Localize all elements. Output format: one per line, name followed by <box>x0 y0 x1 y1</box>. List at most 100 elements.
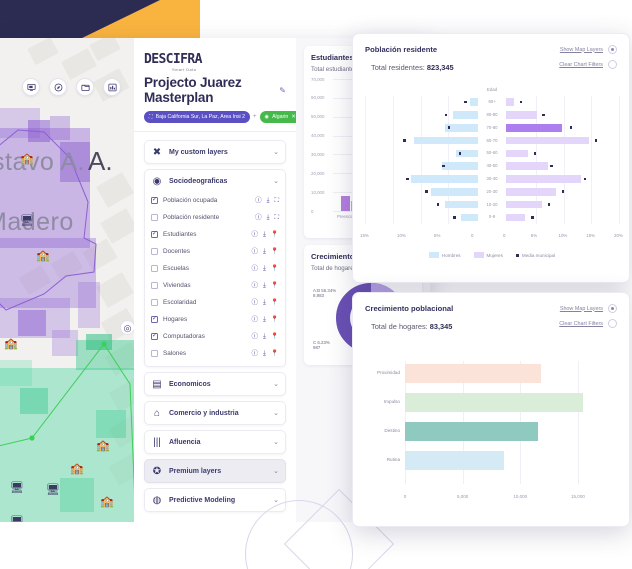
section-header[interactable]: ▤ Economicos ⌄ <box>145 373 285 395</box>
show-map-layers-action[interactable]: Show Map Layers <box>560 45 617 54</box>
download-icon[interactable]: ⤓ <box>263 248 266 255</box>
layer-checkbox[interactable] <box>151 248 158 255</box>
growth-row[interactable]: Impulso <box>384 390 601 419</box>
chevron-down-icon[interactable]: ⌄ <box>273 149 279 156</box>
bar-mujeres[interactable] <box>506 98 515 106</box>
pin-icon[interactable]: 📍 <box>270 248 279 255</box>
layer-row[interactable]: Escolaridad ⓘ ⤓ 📍 <box>151 294 279 311</box>
layer-checkbox[interactable] <box>151 331 158 340</box>
poi-computer-icon[interactable]: 🖥 <box>46 484 60 496</box>
bar-mujeres[interactable] <box>506 111 537 119</box>
chevron-down-icon[interactable]: ⌄ <box>273 410 279 417</box>
pin-icon[interactable]: 📍 <box>270 231 279 238</box>
bar[interactable] <box>405 393 583 412</box>
bar-mujeres[interactable] <box>506 162 548 170</box>
chevron-down-icon[interactable]: ⌄ <box>273 468 279 475</box>
chip-layer[interactable]: ◉ Algarin ✕ <box>259 111 296 123</box>
show-map-layers-toggle[interactable] <box>608 45 617 54</box>
poi-school-icon[interactable]: 🏫 <box>70 463 84 475</box>
bar-mujeres[interactable] <box>506 200 543 209</box>
layer-row[interactable]: Población ocupada ⓘ ⤓ ⛶ <box>151 192 279 209</box>
layer-row[interactable]: Escuelas ⓘ ⤓ 📍 <box>151 260 279 277</box>
layer-checkbox[interactable] <box>151 214 158 221</box>
layer-row[interactable]: Viviendas ⓘ ⤓ 📍 <box>151 277 279 294</box>
section-header[interactable]: ◉ Sociodeograficas ⌄ <box>145 170 285 192</box>
sidebar-section-predictive-modeling[interactable]: ◍ Predictive Modeling ⌄ <box>144 488 286 512</box>
download-icon[interactable]: ⤓ <box>266 197 270 204</box>
info-icon[interactable]: ⓘ <box>251 231 259 238</box>
pin-icon[interactable]: 📍 <box>270 333 279 340</box>
poi-school-icon[interactable]: 🏫 <box>96 440 110 452</box>
layer-checkbox[interactable] <box>151 299 158 306</box>
square-icon[interactable]: ⛶ <box>274 214 279 221</box>
pin-icon[interactable]: 📍 <box>270 350 279 357</box>
layer-checkbox[interactable] <box>151 350 158 357</box>
bar[interactable] <box>405 422 538 441</box>
pin-icon[interactable]: 📍 <box>270 299 279 306</box>
show-map-layers-action[interactable]: Show Map Layers <box>560 304 617 313</box>
legend-item-media-municipal[interactable]: Media municipal <box>515 253 555 258</box>
bar-hombres[interactable] <box>453 111 478 119</box>
growth-row[interactable]: Rutina <box>387 448 601 477</box>
pin-icon[interactable]: 📍 <box>270 265 279 272</box>
download-icon[interactable]: ⤓ <box>263 333 266 340</box>
section-header[interactable]: ◍ Predictive Modeling ⌄ <box>145 489 285 511</box>
layer-row[interactable]: Población residente ⓘ ⤓ ⛶ <box>151 209 279 226</box>
bar-hombres[interactable] <box>444 123 478 132</box>
folder-icon[interactable] <box>76 78 94 96</box>
bar-hombres[interactable] <box>441 162 478 170</box>
pencil-icon[interactable]: ✎ <box>279 85 286 95</box>
pyramid-row[interactable]: 40-50 <box>365 160 619 173</box>
bar-chart-icon[interactable] <box>103 78 121 96</box>
chevron-down-icon[interactable]: ⌄ <box>273 381 279 388</box>
close-icon[interactable]: ✕ <box>291 114 296 120</box>
info-icon[interactable]: ⓘ <box>251 316 259 323</box>
bar-hombres[interactable] <box>411 175 478 183</box>
bar-mujeres[interactable] <box>506 123 562 132</box>
pyramid-row[interactable]: 10-20 <box>365 198 619 211</box>
bar-hombres[interactable] <box>455 149 478 158</box>
layer-checkbox[interactable] <box>151 195 158 204</box>
layer-checkbox[interactable] <box>151 229 158 238</box>
square-icon[interactable]: ⛶ <box>274 197 279 204</box>
pyramid-row[interactable]: 20-30 <box>365 186 619 199</box>
show-map-layers-toggle[interactable] <box>608 304 617 313</box>
pin-icon[interactable]: 📍 <box>270 316 279 323</box>
poi-school-icon[interactable]: 🏫 <box>36 250 50 262</box>
chevron-down-icon[interactable]: ⌄ <box>273 178 279 185</box>
info-icon[interactable]: ⓘ <box>255 197 262 204</box>
layer-row[interactable]: Hogares ⓘ ⤓ 📍 <box>151 311 279 328</box>
screen-icon[interactable] <box>22 78 40 96</box>
pyramid-row[interactable]: 80-90 <box>365 109 619 122</box>
poi-computer-icon[interactable]: 🖥 <box>20 215 34 227</box>
download-icon[interactable]: ⤓ <box>263 299 266 306</box>
sidebar-section-comercio-y-industria[interactable]: ⌂ Comercio y industria ⌄ <box>144 401 286 425</box>
layer-row[interactable]: Docentes ⓘ ⤓ 📍 <box>151 243 279 260</box>
download-icon[interactable]: ⤓ <box>263 316 266 323</box>
clear-chart-filters-action[interactable]: Clear Chart Filters <box>559 60 617 69</box>
section-header[interactable]: ✪ Premium layers ⌄ <box>145 460 285 482</box>
info-icon[interactable]: ⓘ <box>251 299 259 306</box>
download-icon[interactable]: ⤓ <box>263 282 266 289</box>
bar[interactable] <box>405 451 505 470</box>
section-header[interactable]: ||| Afluencia ⌄ <box>145 431 285 453</box>
pyramid-row[interactable]: 0-9 <box>365 211 619 224</box>
clear-chart-filters-toggle[interactable] <box>608 319 617 328</box>
chip-region[interactable]: ⛶ Baja California Sur, La Paz, Area Insi… <box>144 111 251 123</box>
layer-row[interactable]: Estudiantes ⓘ ⤓ 📍 <box>151 226 279 243</box>
chevron-down-icon[interactable]: ⌄ <box>273 439 279 446</box>
bar-hombres[interactable] <box>444 200 478 209</box>
bar-hombres[interactable] <box>430 187 478 196</box>
info-icon[interactable]: ⓘ <box>251 265 259 272</box>
layer-row[interactable]: Computadoras ⓘ ⤓ 📍 <box>151 328 279 345</box>
info-icon[interactable]: ⓘ <box>251 282 259 289</box>
download-icon[interactable]: ⤓ <box>263 231 266 238</box>
pyramid-row[interactable]: 60-70 <box>365 134 619 147</box>
download-icon[interactable]: ⤓ <box>266 214 270 221</box>
bar-hombres[interactable] <box>469 98 478 106</box>
download-icon[interactable]: ⤓ <box>263 265 266 272</box>
bar[interactable] <box>405 364 542 383</box>
sidebar-section-premium-layers[interactable]: ✪ Premium layers ⌄ <box>144 459 286 483</box>
bar-mujeres[interactable] <box>506 187 556 196</box>
pyramid-row[interactable]: 90+ <box>365 96 619 109</box>
